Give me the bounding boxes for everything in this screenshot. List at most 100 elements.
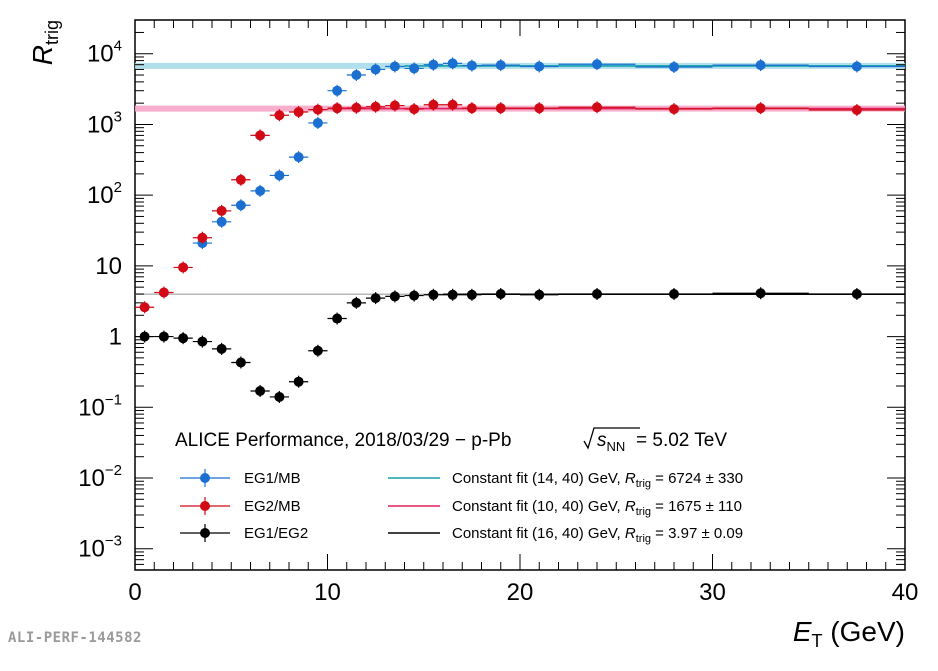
point-marker (274, 170, 285, 181)
point-marker (534, 61, 545, 72)
legend-marker-dot (200, 501, 210, 511)
point-marker (755, 103, 766, 114)
point-EG2/MB (385, 99, 405, 112)
point-marker (293, 376, 304, 387)
point-EG1/EG2 (635, 288, 713, 301)
point-EG1/MB (712, 59, 809, 72)
point-EG1/MB (635, 60, 713, 73)
point-EG2/MB (423, 98, 443, 111)
point-marker (332, 313, 343, 324)
point-EG1/MB (443, 57, 463, 70)
point-marker (466, 60, 477, 71)
point-EG1/EG2 (289, 375, 309, 388)
point-marker (370, 101, 381, 112)
y-axis-symbol: R (27, 45, 58, 65)
point-EG1/MB (462, 59, 482, 72)
fit-value: = 6724 ± 330 (651, 470, 743, 487)
point-EG2/MB (231, 173, 251, 186)
point-EG1/EG2 (366, 292, 386, 305)
point-EG1/MB (289, 151, 309, 164)
point-marker (235, 174, 246, 185)
point-marker (495, 289, 506, 300)
sqrt-s: s (597, 430, 607, 451)
point-EG2/MB (327, 102, 347, 115)
y-axis-subscript: trig (42, 20, 62, 45)
point-marker (332, 103, 343, 114)
fit-value: = 3.97 ± 0.09 (651, 525, 743, 542)
fit-range: Constant fit (14, 40) GeV, (452, 470, 625, 487)
point-EG1/MB (520, 60, 559, 73)
point-EG2/MB (443, 98, 463, 111)
point-marker (428, 59, 439, 70)
point-EG1/EG2 (212, 342, 232, 355)
legend-fit-label: Constant fit (10, 40) GeV, Rtrig = 1675 … (452, 498, 742, 518)
sqrt-symbol (583, 427, 640, 450)
point-marker (197, 336, 208, 347)
point-marker (158, 287, 169, 298)
point-marker (534, 289, 545, 300)
point-EG1/EG2 (462, 288, 482, 301)
point-marker (466, 289, 477, 300)
point-marker (428, 99, 439, 110)
y-tick-base: 10 (78, 465, 105, 492)
point-EG1/MB (481, 59, 520, 72)
point-marker (351, 297, 362, 308)
y-tick-label: 10 (95, 253, 122, 280)
point-EG2/MB (154, 286, 174, 299)
legend-label: EG1/EG2 (244, 525, 308, 542)
point-EG1/MB (404, 62, 424, 75)
point-marker (851, 61, 862, 72)
point-EG2/MB (250, 129, 270, 142)
point-marker (178, 333, 189, 344)
point-EG2/MB (289, 105, 309, 118)
data-points (135, 57, 905, 403)
point-marker (755, 288, 766, 299)
point-EG1/EG2 (173, 332, 193, 345)
point-marker (370, 293, 381, 304)
point-marker (370, 64, 381, 75)
x-tick-label: 20 (507, 579, 534, 606)
point-EG2/MB (212, 204, 232, 217)
y-tick-label: 104 (87, 38, 122, 68)
sqrt-content: sNN (597, 430, 625, 454)
point-marker (389, 61, 400, 72)
y-tick-label: 1 (109, 324, 122, 351)
point-marker (669, 104, 679, 115)
point-marker (332, 85, 343, 96)
y-tick-label: 102 (87, 179, 122, 209)
point-marker (851, 289, 862, 300)
point-EG1/MB (808, 60, 905, 73)
point-EG1/EG2 (327, 312, 347, 325)
point-marker (851, 105, 862, 116)
point-EG2/MB (712, 102, 809, 115)
point-EG1/EG2 (404, 289, 424, 302)
point-marker (216, 343, 227, 354)
point-marker (755, 60, 766, 71)
fit-r-symbol: R (625, 525, 636, 542)
point-marker (428, 289, 439, 300)
y-tick-base: 10 (87, 111, 114, 138)
point-EG1/MB (269, 169, 289, 182)
point-EG1/EG2 (712, 287, 809, 300)
point-EG1/EG2 (269, 390, 289, 403)
legend-label: EG2/MB (244, 498, 301, 515)
point-marker (139, 331, 150, 342)
x-axis-subscript: T (812, 631, 823, 651)
legend-marker-dot (200, 473, 210, 483)
point-marker (447, 289, 458, 300)
x-tick-label: 40 (892, 579, 919, 606)
point-marker (274, 110, 285, 121)
x-tick-label: 0 (128, 579, 141, 606)
point-EG1/EG2 (520, 288, 559, 301)
point-EG1/MB (366, 63, 386, 76)
fit-range: Constant fit (16, 40) GeV, (452, 525, 625, 542)
point-marker (351, 70, 362, 81)
point-marker (312, 104, 323, 115)
watermark-id: ALI-PERF-144582 (8, 630, 142, 646)
point-EG1/MB (231, 199, 251, 212)
point-marker (312, 117, 323, 128)
point-EG2/MB (635, 103, 713, 116)
point-EG1/EG2 (135, 330, 155, 343)
point-EG2/MB (192, 231, 212, 244)
point-EG1/EG2 (192, 335, 212, 348)
